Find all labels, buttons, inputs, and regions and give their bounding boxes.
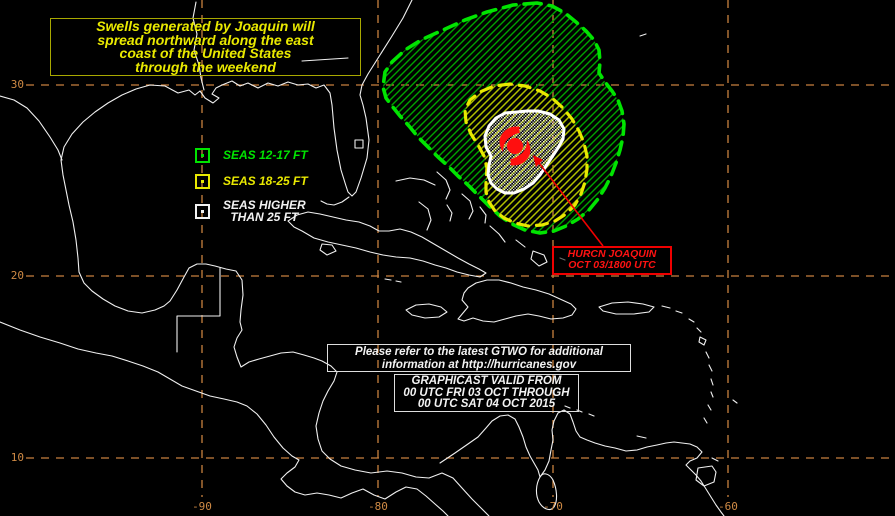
lon-label-70: -70 (543, 500, 563, 513)
hurricane-icon (499, 126, 531, 166)
gtwo-note: Please refer to the latest GTWO for addi… (327, 344, 631, 372)
storm-label: HURCN JOAQUIN OCT 03/1800 UTC (552, 246, 672, 275)
hispaniola-path (457, 279, 577, 323)
legend-item-seas-25plus: SEAS HIGHER THAN 25 FT (195, 198, 308, 224)
legend-label: SEAS 12-17 FT (223, 147, 308, 162)
swells-note-line: spread northward along the east (97, 31, 314, 48)
border-lines (176, 57, 349, 353)
swells-note-line: coast of the United States (119, 45, 292, 61)
puerto-rico-path (598, 301, 655, 315)
legend-label: SEAS HIGHER THAN 25 FT (223, 198, 306, 224)
swells-note: Swells generated by Joaquin will spread … (50, 18, 361, 76)
lat-label-30: 30 (10, 78, 24, 91)
arrowhead (533, 155, 543, 167)
swells-note-line: Swells generated by Joaquin will (96, 18, 315, 34)
south-america-coast (439, 409, 725, 516)
legend-label-line2: THAN 25 FT (230, 209, 299, 224)
gtwo-note-line: Please refer to the latest GTWO for addi… (355, 346, 603, 358)
abc-islands (564, 405, 647, 439)
validity-note: GRAPHICAST VALID FROM 00 UTC FRI 03 OCT … (394, 374, 579, 412)
bermuda-island (639, 33, 647, 37)
lon-label-80: -80 (368, 500, 388, 513)
validity-note-line: 00 UTC FRI 03 OCT THROUGH (403, 386, 570, 399)
coast-mainland-path (60, 0, 490, 516)
validity-note-line: 00 UTC SAT 04 OCT 2015 (417, 398, 556, 410)
legend-label-line1: SEAS HIGHER (223, 198, 306, 212)
hurricane-arm-bottom (510, 140, 531, 166)
hurricane-eye (507, 138, 523, 154)
validity-note-line: GRAPHICAST VALID FROM (411, 375, 562, 387)
lon-label-60: -60 (718, 500, 738, 513)
isle-of-youth (319, 243, 337, 256)
storm-callout-arrow (533, 155, 604, 247)
lesser-antilles-islands (661, 305, 738, 487)
seas-12-17-swatch-icon (195, 148, 210, 163)
lake-maracaibo (535, 473, 558, 511)
seas-18-25-swatch-icon (195, 174, 210, 189)
hurricane-arm-top (499, 126, 520, 152)
seas-legend: SEAS 12-17 FT SEAS 18-25 FT SEAS HIGHER … (195, 148, 308, 234)
lon-label-90: -90 (192, 500, 212, 513)
storm-label-time: OCT 03/1800 UTC (568, 259, 656, 271)
legend-item-seas-18-25: SEAS 18-25 FT (195, 174, 308, 189)
legend-label: SEAS 18-25 FT (223, 173, 308, 188)
jamaica-path (405, 303, 448, 319)
lat-label-20: 20 (10, 269, 24, 282)
cuba-path (287, 211, 487, 278)
legend-item-seas-12-17: SEAS 12-17 FT (195, 148, 308, 163)
swells-note-line: through the weekend (135, 58, 276, 75)
florida-keys (320, 196, 350, 206)
gtwo-note-line: information at http://hurricanes.gov (381, 358, 577, 371)
coast-pacific-path (0, 321, 449, 516)
rio-grande-path (0, 95, 63, 161)
lat-label-10: 10 (10, 451, 24, 464)
seas-25plus-swatch-icon (195, 204, 210, 219)
storm-label-name: HURCN JOAQUIN (567, 248, 657, 260)
lake-okeechobee (354, 139, 364, 149)
